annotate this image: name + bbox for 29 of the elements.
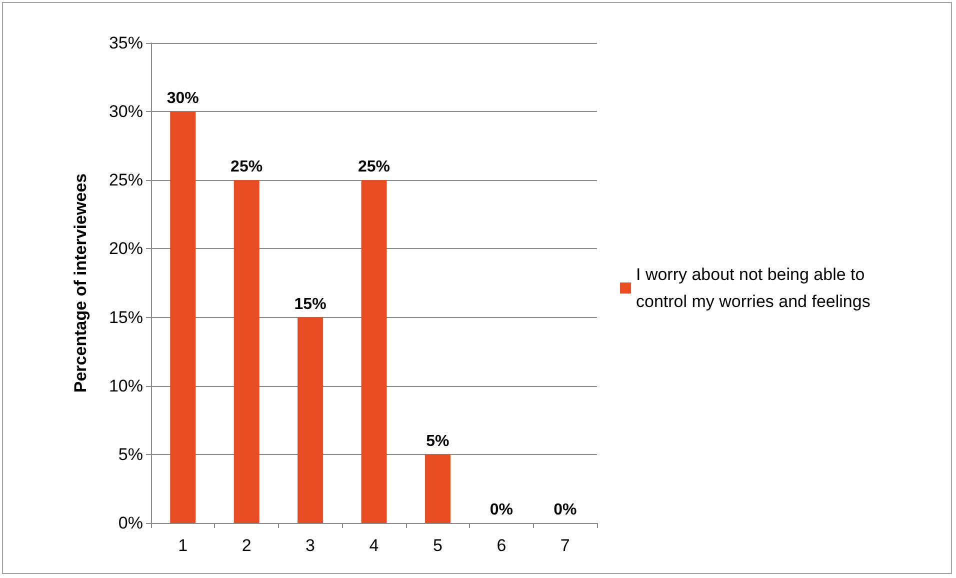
legend-label: I worry about not being able to control my worries and feelings <box>636 265 870 311</box>
x-tick-label: 7 <box>560 536 570 555</box>
y-tick-label: 35% <box>108 34 143 52</box>
data-label: 5% <box>426 432 450 450</box>
y-tick-label: 25% <box>108 170 143 190</box>
data-label: 25% <box>230 158 263 176</box>
x-tick-label: 3 <box>306 536 316 555</box>
bar <box>170 112 196 523</box>
x-tick-label: 6 <box>496 536 506 555</box>
data-label: 15% <box>294 296 326 313</box>
data-label: 25% <box>358 158 390 176</box>
y-axis-title: Percentage of interviewees <box>71 173 90 393</box>
bar <box>234 180 260 523</box>
y-tick-label: 20% <box>108 239 143 258</box>
y-tick-label: 0% <box>118 514 143 532</box>
data-label: 30% <box>166 90 199 108</box>
x-tick-label: 4 <box>369 536 379 555</box>
bar <box>361 180 387 523</box>
x-tick-label: 5 <box>432 536 442 555</box>
data-label: 0% <box>554 502 577 518</box>
x-tick-label: 1 <box>178 536 188 555</box>
y-tick-label: 30% <box>108 102 143 122</box>
y-tick-label: 15% <box>108 308 143 327</box>
data-label: 0% <box>490 502 513 518</box>
y-tick-label: 10% <box>108 376 143 396</box>
x-tick-label: 2 <box>242 536 252 555</box>
y-tick-label: 5% <box>118 444 143 464</box>
bar <box>424 454 450 523</box>
bar <box>298 317 324 523</box>
